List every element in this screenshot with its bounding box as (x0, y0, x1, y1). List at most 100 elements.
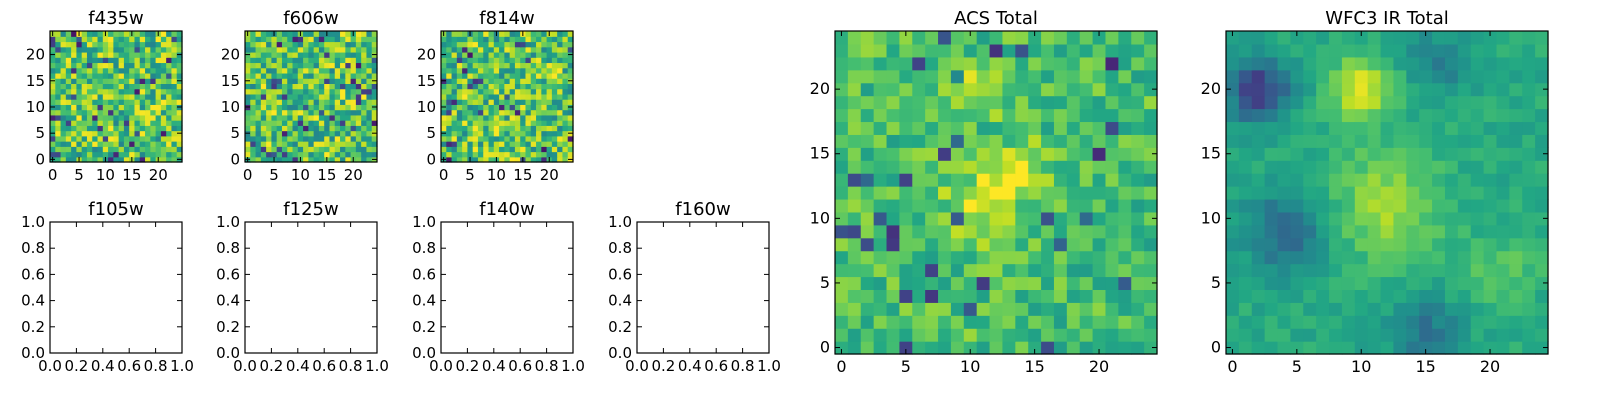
heatmap-cell (340, 135, 346, 142)
heatmap-cell (477, 156, 484, 163)
heatmap-cell (912, 69, 926, 84)
heatmap-cell (1457, 289, 1472, 303)
heatmap-cell (509, 114, 516, 121)
heatmap-cell (541, 120, 548, 126)
heatmap-cell (71, 72, 77, 79)
heatmap-cell (925, 82, 939, 97)
heatmap-cell (155, 67, 162, 74)
x-tick-label: 0 (439, 166, 449, 184)
heatmap-cell (1002, 108, 1016, 123)
heatmap-cell (1432, 224, 1446, 239)
heatmap-cell (1303, 56, 1317, 71)
heatmap-cell (281, 156, 288, 163)
heatmap-cell (71, 125, 77, 132)
heatmap-cell (1509, 198, 1523, 213)
x-tick-label: 0.8 (535, 357, 559, 375)
heatmap-cell (1329, 173, 1343, 187)
heatmap-cell (557, 146, 564, 153)
heatmap-cell (281, 83, 288, 90)
heatmap-cell (520, 93, 527, 100)
heatmap-cell (1238, 198, 1253, 213)
heatmap-cell (1015, 160, 1029, 174)
heatmap-cell (472, 146, 479, 153)
heatmap-cell (113, 88, 120, 95)
heatmap-cell (1092, 341, 1107, 355)
heatmap-cell (950, 250, 965, 265)
heatmap-cell (303, 36, 309, 43)
axes-frame (834, 30, 1158, 355)
heatmap-cell (1002, 237, 1016, 252)
heatmap-cell (1251, 289, 1266, 303)
heatmap-cell (60, 135, 67, 142)
heatmap-cell (462, 78, 468, 84)
heatmap-cell (97, 120, 104, 126)
heatmap-cell (567, 93, 574, 100)
heatmap-cell (488, 125, 495, 132)
heatmap-cell (340, 83, 346, 90)
heatmap-cell (318, 78, 325, 84)
heatmap-cell (1341, 198, 1356, 213)
heatmap-cell (1105, 121, 1119, 135)
heatmap-cell (1015, 237, 1029, 252)
heatmap-cell (260, 114, 267, 121)
heatmap-cell (176, 125, 183, 132)
heatmap-cell (1092, 160, 1107, 174)
heatmap-cell (1028, 237, 1042, 252)
heatmap-cell (546, 57, 553, 64)
heatmap-cell (308, 135, 315, 142)
heatmap-cell (345, 114, 352, 121)
heatmap-cell (912, 108, 926, 123)
heatmap-cell (557, 51, 564, 58)
heatmap-cell (1028, 302, 1042, 316)
heatmap-cell (1316, 108, 1330, 123)
heatmap-cell (1354, 263, 1369, 278)
heatmap-cell (541, 31, 548, 37)
heatmap-cell (514, 125, 521, 132)
heatmap-cell (150, 78, 157, 84)
heatmap-cell (1496, 173, 1510, 187)
heatmap-cell (313, 72, 320, 79)
heatmap-cell (123, 78, 130, 84)
heatmap-cell (260, 156, 267, 163)
heatmap-cell (1105, 82, 1119, 97)
heatmap-cell (1406, 56, 1420, 71)
heatmap-cell (456, 114, 463, 121)
heatmap-cell (1105, 69, 1119, 84)
heatmap-cell (950, 186, 965, 200)
heatmap-cell (150, 67, 157, 74)
heatmap-cell (1079, 289, 1094, 303)
heatmap-cell (835, 211, 849, 226)
heatmap-cell (81, 93, 88, 100)
heatmap-cell (1470, 31, 1485, 45)
heatmap-cell (472, 67, 479, 74)
heatmap-cell (976, 198, 991, 213)
heatmap-cell (1483, 56, 1498, 71)
heatmap-cell (504, 78, 511, 84)
heatmap-cell (499, 99, 505, 105)
heatmap-cell (287, 156, 294, 163)
heatmap-cell (525, 72, 532, 79)
heatmap-cell (145, 141, 151, 147)
heatmap-cell (1303, 341, 1317, 355)
heatmap-cell (1470, 108, 1485, 123)
heatmap-cell (340, 109, 346, 116)
heatmap-cell (102, 46, 109, 53)
heatmap-cell (123, 99, 130, 105)
heatmap-cell (1444, 224, 1459, 239)
heatmap-cell (350, 51, 357, 58)
heatmap-cell (451, 99, 458, 105)
heatmap-cell (1144, 276, 1158, 290)
heatmap-cell (81, 109, 88, 116)
heatmap-cell (1432, 95, 1446, 110)
heatmap-cell (541, 109, 548, 116)
heatmap-cell (441, 141, 447, 147)
heatmap-cell (361, 67, 368, 74)
heatmap-cell (1444, 121, 1459, 135)
heatmap-cell (1251, 134, 1266, 148)
heatmap-cell (150, 93, 157, 100)
heatmap-cell (1393, 160, 1407, 174)
heatmap-cell (1393, 43, 1407, 58)
heatmap-cell (81, 120, 88, 126)
heatmap-cell (303, 99, 309, 105)
heatmap-cell (1092, 173, 1107, 187)
